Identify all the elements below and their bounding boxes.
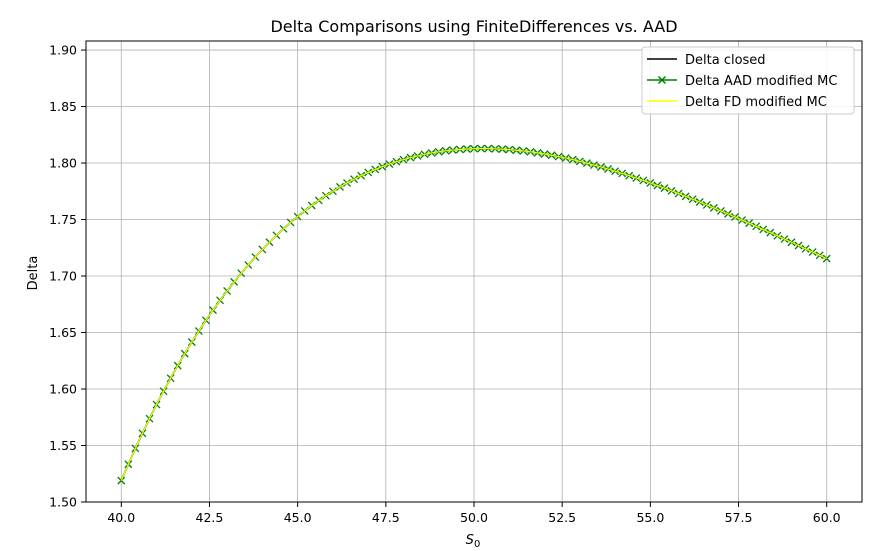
- y-tick-label: 1.60: [49, 382, 77, 397]
- plot-frame: [85, 40, 863, 503]
- x-tick-label: 45.0: [284, 510, 312, 525]
- y-tick-label: 1.65: [49, 325, 77, 340]
- legend-label-delta-closed: Delta closed: [685, 53, 766, 68]
- y-axis-label: Delta: [26, 256, 41, 291]
- x-axis-label-subscript: 0: [474, 539, 480, 550]
- y-tick-label: 1.90: [49, 43, 77, 58]
- x-tick-label: 40.0: [107, 510, 135, 525]
- x-tick-label: 47.5: [372, 510, 400, 525]
- x-tick-label: 50.0: [460, 510, 488, 525]
- legend-label-delta-fd: Delta FD modified MC: [685, 95, 827, 110]
- y-tick-label: 1.85: [49, 99, 77, 114]
- x-tick-label: 55.0: [636, 510, 664, 525]
- y-tick-label: 1.55: [49, 438, 77, 453]
- data-point-marker: [117, 476, 126, 485]
- x-axis-ticks: 40.0 42.5 45.0 47.5 50.0 52.5 55.0 57.5 60.0: [107, 502, 841, 525]
- y-tick-label: 1.50: [49, 495, 77, 510]
- legend-marker-delta-aad: [657, 75, 667, 85]
- series-layer: [117, 144, 831, 485]
- legend-label-delta-aad: Delta AAD modified MC: [685, 74, 837, 89]
- x-axis-label-main: S: [466, 533, 474, 548]
- x-tick-label: 42.5: [196, 510, 224, 525]
- legend: Delta closed Delta AAD modified MC Delta…: [641, 46, 855, 115]
- x-tick-label: 52.5: [548, 510, 576, 525]
- series-line-delta-fd-modified-mc: [120, 147, 827, 481]
- y-tick-label: 1.70: [49, 269, 77, 284]
- y-axis-ticks: 1.50 1.55 1.60 1.65 1.70 1.75 1.80 1.85 1.90: [49, 43, 86, 510]
- x-tick-label: 57.5: [725, 510, 753, 525]
- chart-title: Delta Comparisons using FiniteDifference…: [270, 17, 677, 36]
- y-tick-label: 1.80: [49, 156, 77, 171]
- x-axis-label: S0: [466, 533, 481, 550]
- y-tick-label: 1.75: [49, 212, 77, 227]
- legend-box: [641, 46, 855, 115]
- x-tick-label: 60.0: [813, 510, 841, 525]
